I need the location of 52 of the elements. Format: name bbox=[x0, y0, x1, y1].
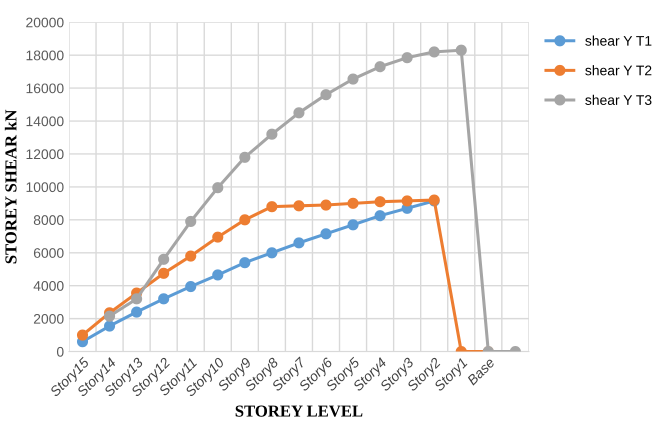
point bbox=[104, 310, 116, 322]
y-tick-label: 14000 bbox=[26, 116, 64, 126]
point bbox=[239, 214, 250, 226]
legend-label: shear Y T1 bbox=[585, 36, 652, 46]
y-tick-label: 12000 bbox=[26, 149, 64, 160]
point bbox=[347, 74, 359, 85]
point bbox=[266, 247, 278, 258]
point bbox=[320, 89, 332, 100]
point bbox=[131, 293, 142, 304]
y-tick-label: 6000 bbox=[34, 248, 64, 258]
point bbox=[347, 198, 359, 209]
point bbox=[104, 320, 116, 332]
y-tick-label: 8000 bbox=[34, 215, 64, 225]
y-tick-label: 10000 bbox=[26, 182, 64, 192]
y-axis-title: STOREY SHEAR kN bbox=[4, 110, 17, 264]
point bbox=[212, 269, 224, 281]
legend-label: shear Y T3 bbox=[585, 94, 652, 105]
point bbox=[402, 195, 413, 206]
x-axis-title: STOREY LEVEL bbox=[236, 405, 362, 417]
y-tick-label: 16000 bbox=[26, 83, 64, 94]
point bbox=[374, 210, 386, 222]
point bbox=[320, 199, 332, 211]
point bbox=[212, 182, 224, 194]
point bbox=[266, 201, 278, 212]
y-tick-label: 4000 bbox=[34, 281, 64, 291]
point bbox=[293, 237, 304, 248]
point bbox=[428, 46, 440, 58]
point bbox=[293, 107, 304, 118]
point bbox=[185, 216, 196, 228]
point bbox=[293, 200, 304, 212]
point bbox=[158, 268, 170, 279]
point bbox=[266, 128, 278, 140]
point bbox=[320, 228, 332, 240]
point bbox=[456, 44, 467, 56]
point bbox=[158, 293, 170, 304]
point bbox=[374, 61, 386, 72]
y-tick-label: 2000 bbox=[34, 314, 64, 324]
y-tick-label: 18000 bbox=[26, 50, 64, 60]
point bbox=[131, 306, 142, 318]
point bbox=[76, 330, 88, 341]
point bbox=[185, 280, 196, 292]
point bbox=[158, 254, 170, 265]
legend-label: shear Y T2 bbox=[585, 65, 652, 76]
point bbox=[347, 219, 359, 230]
point bbox=[239, 257, 250, 268]
point bbox=[374, 196, 386, 208]
point bbox=[239, 152, 250, 163]
point bbox=[402, 52, 413, 64]
point bbox=[185, 250, 196, 262]
y-tick-label: 20000 bbox=[26, 18, 64, 28]
y-tick-label: 0 bbox=[56, 346, 64, 357]
point bbox=[212, 232, 224, 243]
